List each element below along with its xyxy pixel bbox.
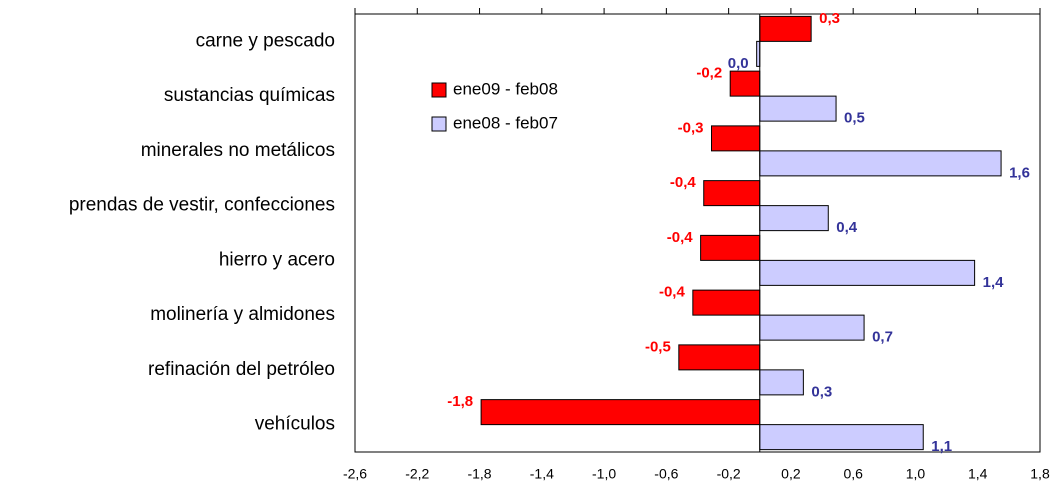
bar <box>759 259 976 286</box>
x-tick-label: 1,0 <box>906 466 926 482</box>
value-label: 0,3 <box>811 383 832 400</box>
bar <box>759 314 865 341</box>
category-label: prendas de vestir, confecciones <box>69 195 335 216</box>
x-tick-label: 1,8 <box>1030 466 1050 482</box>
bar <box>759 95 837 122</box>
category-label: carne y pescado <box>196 30 335 51</box>
value-label: -0,4 <box>670 174 697 191</box>
bar <box>759 150 1002 177</box>
legend-label: ene09 - feb08 <box>453 79 558 98</box>
bar <box>678 344 761 371</box>
bar <box>703 180 761 207</box>
legend-swatch <box>431 82 447 98</box>
value-label: -1,8 <box>447 393 473 410</box>
value-label: 0,7 <box>872 329 893 346</box>
bar <box>711 125 761 152</box>
bar <box>692 289 761 316</box>
value-label: 0,0 <box>728 55 749 72</box>
bar <box>759 369 804 396</box>
category-label: refinación del petróleo <box>148 359 335 380</box>
category-label: vehículos <box>255 414 335 435</box>
value-label: 1,6 <box>1009 164 1030 181</box>
value-label: -0,4 <box>659 284 686 301</box>
value-label: -0,4 <box>667 229 694 246</box>
value-label: -0,5 <box>645 338 671 355</box>
category-label: sustancias químicas <box>164 85 335 106</box>
x-tick-label: 1,4 <box>968 466 988 482</box>
legend-label: ene08 - feb07 <box>453 113 558 132</box>
x-tick-label: -1,4 <box>530 466 554 482</box>
value-label: 0,3 <box>819 10 840 27</box>
value-label: 0,5 <box>844 110 865 127</box>
bar <box>759 205 829 232</box>
value-label: -0,2 <box>696 65 722 82</box>
value-label: 1,4 <box>983 274 1005 291</box>
x-tick-label: -1,0 <box>592 466 616 482</box>
value-label: -0,3 <box>678 119 704 136</box>
x-tick-label: 0,2 <box>781 466 801 482</box>
x-tick-label: -0,2 <box>717 466 741 482</box>
x-tick-label: -2,2 <box>405 466 429 482</box>
category-label: hierro y acero <box>219 249 335 270</box>
x-tick-label: -1,8 <box>467 466 491 482</box>
plot-frame <box>354 13 1041 453</box>
bar <box>480 399 761 426</box>
bar <box>729 70 761 97</box>
category-label: minerales no metálicos <box>141 140 335 161</box>
legend-swatch <box>431 116 447 132</box>
value-label: 0,4 <box>836 219 858 236</box>
x-tick-label: 0,6 <box>843 466 863 482</box>
x-tick-label: -0,6 <box>654 466 678 482</box>
x-tick-label: -2,6 <box>343 466 367 482</box>
bar <box>759 424 924 451</box>
bar <box>759 15 812 42</box>
bar <box>700 234 761 261</box>
value-label: 1,1 <box>931 438 952 455</box>
category-label: molinería y almidones <box>150 304 335 325</box>
